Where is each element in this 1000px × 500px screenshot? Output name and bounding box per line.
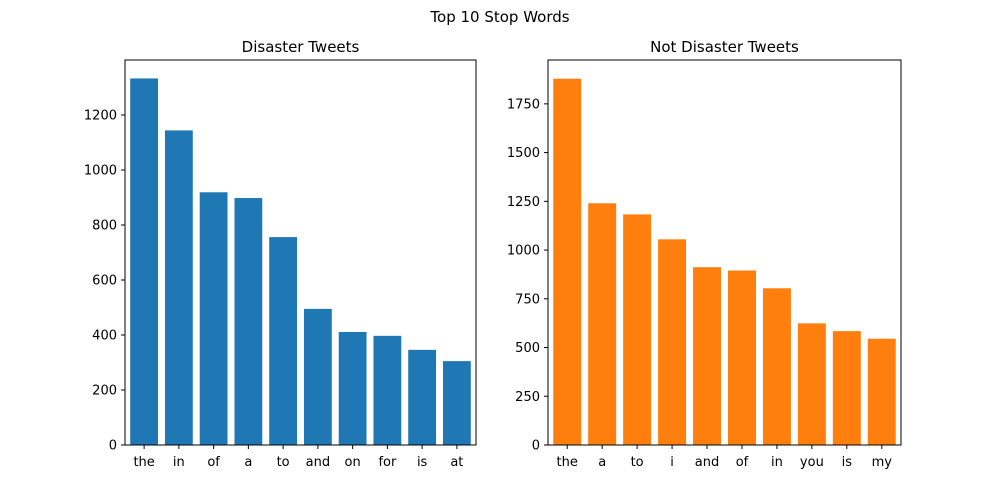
y-tick-label: 1250 <box>507 195 540 210</box>
y-tick-label: 0 <box>532 439 540 454</box>
x-tick-label: and <box>695 455 719 470</box>
x-tick-label: of <box>736 455 749 470</box>
bar-to <box>623 214 652 445</box>
x-tick-label: in <box>771 455 783 470</box>
x-tick-label: to <box>631 455 644 470</box>
y-tick-label: 400 <box>92 329 117 344</box>
bar-is <box>408 349 437 445</box>
bar-the <box>130 78 159 446</box>
x-tick-label: to <box>277 455 290 470</box>
y-tick-label: 250 <box>515 390 540 405</box>
x-tick-label: my <box>872 455 893 470</box>
x-tick-label: a <box>244 455 252 470</box>
bar-at <box>442 361 471 445</box>
bar-for <box>373 335 402 445</box>
y-tick-label: 1000 <box>507 244 540 259</box>
y-tick-label: 1500 <box>507 146 540 161</box>
y-tick-label: 500 <box>515 341 540 356</box>
bar-in <box>762 288 791 445</box>
bar-a <box>588 203 617 445</box>
figure-title: Top 10 Stop Words <box>429 8 569 26</box>
bar-and <box>693 267 722 445</box>
x-tick-label: for <box>378 455 397 470</box>
x-tick-label: the <box>133 455 154 470</box>
bar-is <box>832 331 861 445</box>
y-tick-label: 600 <box>92 274 117 289</box>
axes-frame <box>124 59 477 446</box>
chart-disaster-tweets: Disaster Tweets the in of a to and on for is at 0 20… <box>84 38 477 470</box>
bar-of <box>199 192 228 445</box>
x-tick-label: i <box>670 455 674 470</box>
y-tick-label: 800 <box>92 219 117 234</box>
x-tick-label: at <box>450 455 463 470</box>
x-tick-label: the <box>557 455 578 470</box>
y-tick-label: 1000 <box>84 164 117 179</box>
bar-the <box>553 78 582 445</box>
y-tick-label: 1750 <box>507 97 540 112</box>
x-tick-label: you <box>800 455 824 470</box>
chart-title: Disaster Tweets <box>242 38 360 56</box>
bar-to <box>269 237 298 445</box>
axes-frame <box>547 59 902 446</box>
x-tick-label: and <box>306 455 330 470</box>
x-tick-label: of <box>207 455 220 470</box>
y-tick-label: 0 <box>109 439 117 454</box>
y-tick-label: 750 <box>515 292 540 307</box>
chart-not-disaster-tweets: Not Disaster Tweets the a to i and of in you is my… <box>507 38 902 470</box>
x-tick-label: is <box>842 455 853 470</box>
bar-you <box>797 323 826 445</box>
x-tick-label: a <box>598 455 606 470</box>
bar-i <box>658 239 687 445</box>
x-tick-label: is <box>417 455 428 470</box>
bar-of <box>727 270 756 445</box>
y-tick-label: 1200 <box>84 109 117 124</box>
x-tick-label: in <box>173 455 185 470</box>
y-tick-label: 200 <box>92 384 117 399</box>
bar-my <box>867 338 896 445</box>
chart-title: Not Disaster Tweets <box>650 38 799 56</box>
bar-on <box>338 331 367 445</box>
bar-a <box>234 198 263 445</box>
bar-and <box>303 308 332 445</box>
x-tick-label: on <box>345 455 361 470</box>
bar-in <box>164 130 193 445</box>
